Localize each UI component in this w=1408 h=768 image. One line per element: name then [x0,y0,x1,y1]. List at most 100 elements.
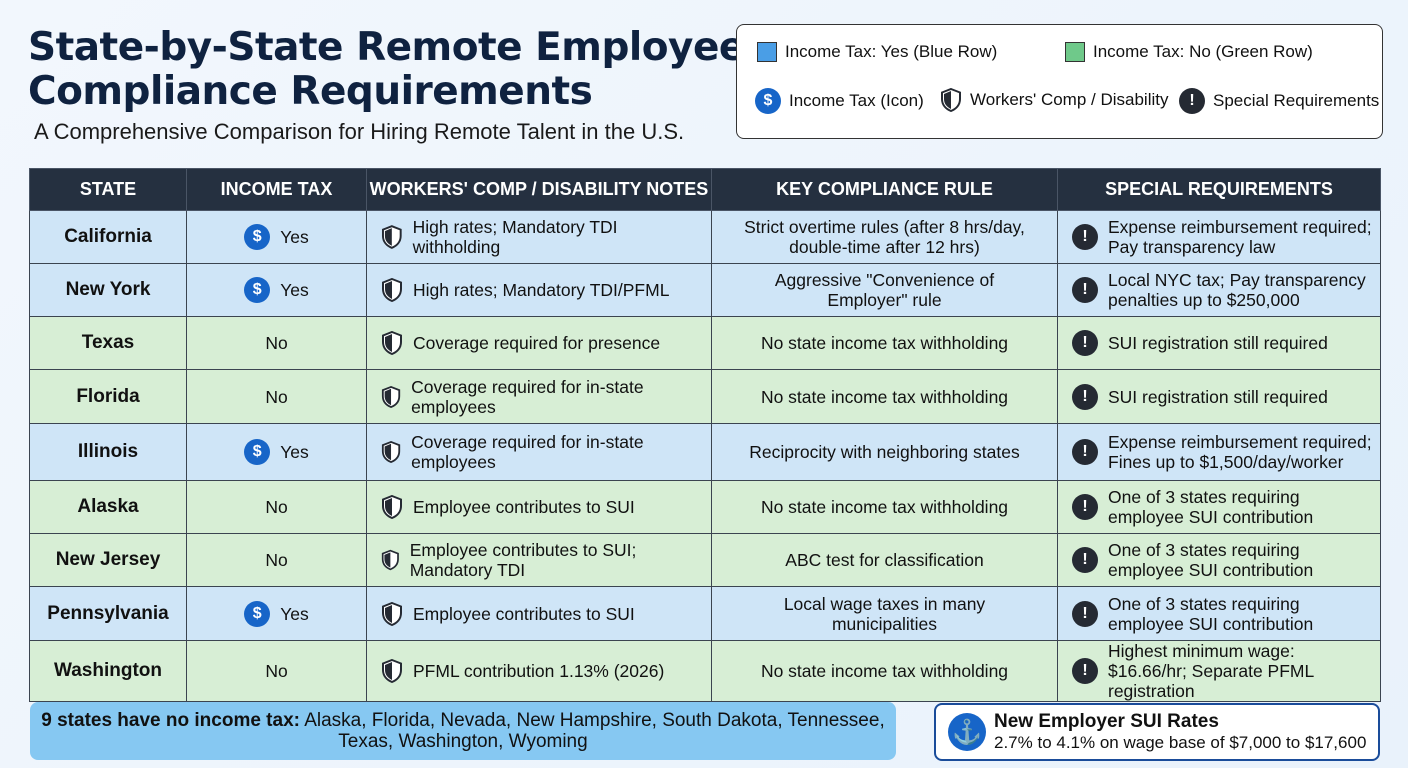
workers-comp-cell: Employee contributes to SUI [366,586,712,641]
key-rule-cell: No state income tax withholding [711,316,1058,370]
exclamation-icon: ! [1072,547,1098,573]
exclamation-icon: ! [1072,600,1098,627]
exclamation-icon: ! [1072,658,1098,684]
title-line-2: Compliance Requirements [28,69,593,114]
exclamation-icon: ! [1072,330,1098,356]
table-row: Washington No PFML contribution 1.13% (202… [29,640,1381,702]
table-header-row: STATE INCOME TAX WORKERS' COMP / DISABIL… [29,168,1381,211]
key-rule-cell: No state income tax withholding [711,480,1058,534]
special-cell: ! One of 3 states requiring employee SUI … [1057,533,1381,587]
dollar-icon: $ [244,600,271,627]
table-row: Texas No Coverage required for presence No … [29,316,1381,370]
income-tax-value: No [265,497,288,517]
income-tax-cell: $ Yes [186,210,367,264]
special-cell: ! Highest minimum wage: $16.66/hr; Separa… [1057,640,1381,702]
shield-icon [382,278,402,302]
header-income-tax: INCOME TAX [186,168,367,211]
income-tax-cell: No [186,369,367,424]
workers-comp-text: Coverage required for in-state employees [411,432,644,472]
special-text: Expense reimbursement required; Fines up… [1108,432,1372,472]
anchor-icon: ⚓ [948,713,986,751]
dollar-icon: $ [244,439,271,465]
key-rule-cell: Local wage taxes in many municipalities [711,586,1058,641]
workers-comp-text: PFML contribution 1.13% (2026) [413,661,665,681]
workers-comp-text: Coverage required for presence [413,333,661,353]
note-bold: 9 states have no income tax: [41,710,300,731]
income-tax-value: Yes [280,227,309,247]
exclamation-icon: ! [1072,277,1098,303]
shield-icon [382,601,402,626]
dollar-icon: $ [755,88,781,114]
sui-rates-box: ⚓ New Employer SUI Rates 2.7% to 4.1% on … [934,703,1380,761]
income-tax-cell: No [186,480,367,534]
legend-yes: Income Tax: Yes (Blue Row) [757,42,997,62]
table-row: New Jersey No Employee contributes to SUI;… [29,533,1381,587]
income-tax-cell: $ Yes [186,263,367,317]
workers-comp-cell: High rates; Mandatory TDI withholding [366,210,712,264]
special-text: One of 3 states requiring employee SUI c… [1108,593,1314,634]
workers-comp-text: High rates; Mandatory TDI withholding [412,217,618,257]
state-name: Texas [29,316,187,370]
dollar-icon: $ [244,277,271,303]
special-cell: ! Expense reimbursement required; Pay tra… [1057,210,1381,264]
income-tax-cell: No [186,533,367,587]
workers-comp-text: Employee contributes to SUI; Mandatory T… [409,540,637,580]
header-special: SPECIAL REQUIREMENTS [1057,168,1381,211]
income-tax-cell: $ Yes [186,586,367,641]
legend: Income Tax: Yes (Blue Row) Income Tax: N… [736,24,1383,139]
state-name: New Jersey [29,533,187,587]
special-text: SUI registration still required [1108,333,1328,353]
table-row: Pennsylvania $ Yes Employee contributes to … [29,586,1381,641]
workers-comp-cell: Employee contributes to SUI [366,480,712,534]
table-row: Illinois $ Yes Coverage required for in-sta… [29,423,1381,481]
workers-comp-cell: PFML contribution 1.13% (2026) [366,640,712,702]
legend-yes-label: Income Tax: Yes (Blue Row) [785,42,998,61]
special-cell: ! One of 3 states requiring employee SUI … [1057,480,1381,534]
note-text: Alaska, Florida, Nevada, New Hampshire, … [299,710,885,752]
special-text: SUI registration still required [1108,386,1328,407]
income-tax-value: No [265,661,288,681]
table-row: California $ Yes High rates; Mandatory TDI … [29,210,1381,264]
shield-icon [382,659,402,683]
special-cell: ! SUI registration still required [1057,316,1381,370]
workers-comp-text: Coverage required for in-state employees [411,376,644,417]
special-text: Expense reimbursement required; Pay tran… [1108,217,1372,257]
special-cell: ! One of 3 states requiring employee SUI … [1057,586,1381,641]
shield-icon [941,88,961,112]
exclamation-icon: ! [1072,224,1098,250]
income-tax-cell: No [186,316,367,370]
shield-icon [381,440,401,464]
legend-special-icon: ! Special Requirements [1179,88,1379,114]
workers-comp-cell: Coverage required for presence [366,316,712,370]
key-rule-cell: ABC test for classification [711,533,1058,587]
green-swatch [1065,42,1085,62]
income-tax-value: Yes [280,603,309,624]
special-text: Local NYC tax; Pay transparency penaltie… [1108,270,1366,310]
state-name: California [29,210,187,264]
exclamation-icon: ! [1072,439,1098,465]
workers-comp-text: Employee contributes to SUI [413,497,635,517]
title-line-1: State-by-State Remote Employee [28,25,745,70]
shield-icon [382,331,402,355]
special-cell: ! Expense reimbursement required; Fines u… [1057,423,1381,481]
legend-no-label: Income Tax: No (Green Row) [1093,42,1313,61]
special-text: Highest minimum wage: $16.66/hr; Separat… [1108,641,1314,701]
workers-comp-cell: High rates; Mandatory TDI/PFML [366,263,712,317]
income-tax-value: No [265,386,288,407]
legend-special-label: Special Requirements [1213,91,1380,110]
table-row: Alaska No Employee contributes to SUI No st… [29,480,1381,534]
income-tax-value: No [265,333,288,353]
table-row: Florida No Coverage required for in-state … [29,369,1381,424]
header-workers-comp: WORKERS' COMP / DISABILITY NOTES [366,168,712,211]
state-name: Florida [29,369,187,424]
state-name: New York [29,263,187,317]
key-rule-cell: No state income tax withholding [711,640,1058,702]
income-tax-value: Yes [280,280,309,300]
shield-icon [381,549,399,571]
compliance-table: STATE INCOME TAX WORKERS' COMP / DISABIL… [29,168,1381,702]
workers-comp-cell: Employee contributes to SUI; Mandatory T… [366,533,712,587]
income-tax-value: Yes [280,442,309,462]
shield-icon [381,385,401,408]
legend-tax-label: Income Tax (Icon) [789,91,924,110]
key-rule-cell: Aggressive "Convenience of Employer" rul… [711,263,1058,317]
